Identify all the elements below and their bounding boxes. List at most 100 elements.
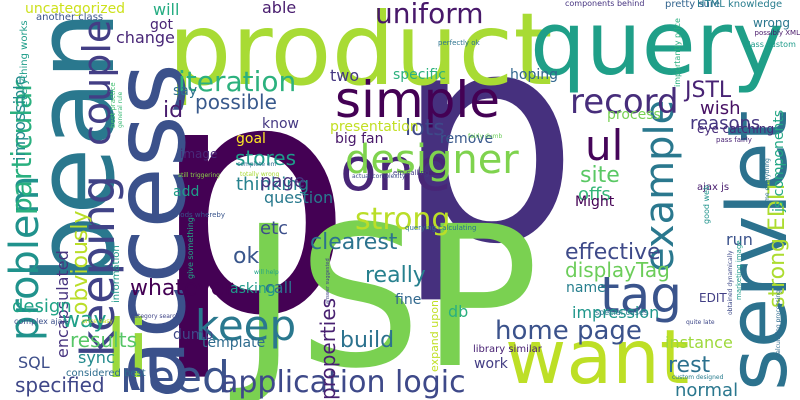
word-give-something: give something — [186, 217, 195, 279]
word-specified: specified — [15, 373, 105, 397]
word-two: two — [330, 66, 360, 85]
word-fairly-dumb: fairly dumb — [468, 133, 503, 140]
word-add: add — [173, 184, 200, 200]
word-lots: lots — [405, 116, 445, 141]
word-p-large-right: p — [395, 0, 580, 308]
word-wrong: wrong — [753, 16, 791, 30]
word-pass-fairly: pass fairly — [716, 136, 752, 144]
word-edit: EDIT — [699, 291, 727, 305]
word-will: will — [153, 0, 180, 19]
word-id: id — [163, 98, 184, 123]
word-might: Might — [575, 194, 615, 210]
word-properties: properties — [316, 297, 340, 400]
word-dumb: dumb — [173, 327, 214, 343]
word-special-cases: special cases — [595, 308, 649, 317]
word-asking: asking — [230, 281, 276, 297]
word-good-web: good web — [702, 184, 711, 224]
word-category-search: category search — [131, 313, 180, 320]
word-way: way — [62, 308, 107, 333]
word-importantly-price: importantly price — [673, 18, 682, 87]
word-whatever: whatever — [130, 276, 234, 301]
word-clearest: clearest — [310, 230, 398, 255]
word-image: image — [180, 147, 218, 161]
word-rest: rest — [668, 353, 711, 378]
word-considered-best: considered best — [66, 368, 146, 379]
word-em-calling: em calling — [393, 169, 430, 177]
word-custom-designed: custom designed — [672, 374, 724, 381]
word-everything-works: everything works — [19, 20, 30, 107]
word-possible: possible — [195, 90, 277, 114]
word-obviously: obviously — [68, 210, 93, 315]
word-displaytag: displayTag — [565, 258, 670, 282]
word-quite-late: quite late — [686, 319, 715, 326]
word-general-rule: general rule — [117, 91, 124, 128]
word-li: li — [105, 303, 150, 396]
word-answer-suggested: answer suggested — [325, 258, 331, 304]
word-wish: wish — [700, 98, 741, 119]
word-goal: goal — [236, 131, 266, 147]
word-impression: impression — [572, 303, 660, 322]
word-instance: instance — [665, 333, 733, 352]
word-want: want — [505, 313, 690, 400]
word-tag: tag — [600, 266, 682, 324]
word-will-help: will help — [254, 269, 279, 276]
word-one: one — [340, 135, 452, 205]
word-pretty-sure: pretty sure — [665, 0, 720, 10]
word-name: name — [566, 280, 606, 296]
word-sync: sync — [78, 348, 115, 367]
word-offs: offs — [578, 184, 611, 205]
word-ok: ok — [233, 244, 260, 269]
word-methods-whereby: methods whereby — [162, 211, 225, 219]
word-effective: effective — [565, 240, 661, 265]
word-run: run — [726, 230, 753, 249]
word-jsp: JSP — [240, 184, 539, 400]
word-process: process — [607, 107, 661, 123]
word-uniform: uniform — [375, 0, 484, 30]
word-library-similar: library similar — [473, 344, 542, 355]
word-ajax-js: ajax js — [697, 182, 730, 193]
word-question: question — [264, 188, 334, 207]
word-actual-complexity: actual complexity — [352, 173, 406, 180]
word-possibly-xml: possibly XML — [754, 29, 800, 37]
word-results: results — [70, 328, 138, 352]
word-time-everything: time everything — [764, 158, 771, 206]
word-big-fan: big fan — [335, 131, 384, 147]
word-presentation: presentation — [330, 119, 419, 135]
word-complete-em: complete em — [237, 161, 277, 168]
word-components-behind: components behind — [565, 0, 645, 8]
word-thinking: thinking — [236, 174, 310, 195]
word-ul: ul — [585, 121, 624, 170]
word-application-logic: application logic — [220, 365, 466, 400]
word-etc: etc — [260, 218, 289, 239]
word-class-custom: class custom — [744, 40, 796, 49]
word-eye-catching: eye catching — [697, 122, 775, 136]
word-p-large-left: p — [150, 14, 354, 386]
word-design: design — [12, 296, 72, 317]
word-db: db — [448, 302, 469, 321]
word-obtained-dynamically: obtained dynamically — [727, 250, 734, 315]
word-site: site — [580, 163, 620, 188]
word-product: product — [168, 0, 553, 108]
word-stores: stores — [235, 146, 297, 170]
word-calculating-processing: calculating processing — [775, 290, 782, 357]
word-hoping: hoping — [510, 67, 558, 83]
word-specific: specific — [393, 67, 446, 83]
word-still-triggering: still triggering — [178, 172, 220, 179]
word-normal: normal — [675, 380, 739, 400]
word-change: change — [116, 28, 175, 47]
word-perfectly-ok: perfectly ok — [438, 39, 480, 47]
word-able: able — [262, 0, 297, 17]
word-information: information — [111, 245, 122, 303]
word-designer: designer — [345, 137, 519, 183]
word-template: template — [202, 335, 266, 351]
word-know: know — [262, 116, 299, 132]
word-got: got — [150, 17, 173, 33]
word-uncategorized: uncategorized — [25, 1, 126, 17]
word-home-page: home page — [495, 316, 642, 346]
word-iteration: iteration — [178, 65, 297, 98]
word-work: work — [474, 356, 508, 372]
word-marketing-image: marketing image — [735, 240, 743, 300]
word-call: call — [265, 278, 293, 297]
word-simple: simple — [335, 71, 501, 129]
